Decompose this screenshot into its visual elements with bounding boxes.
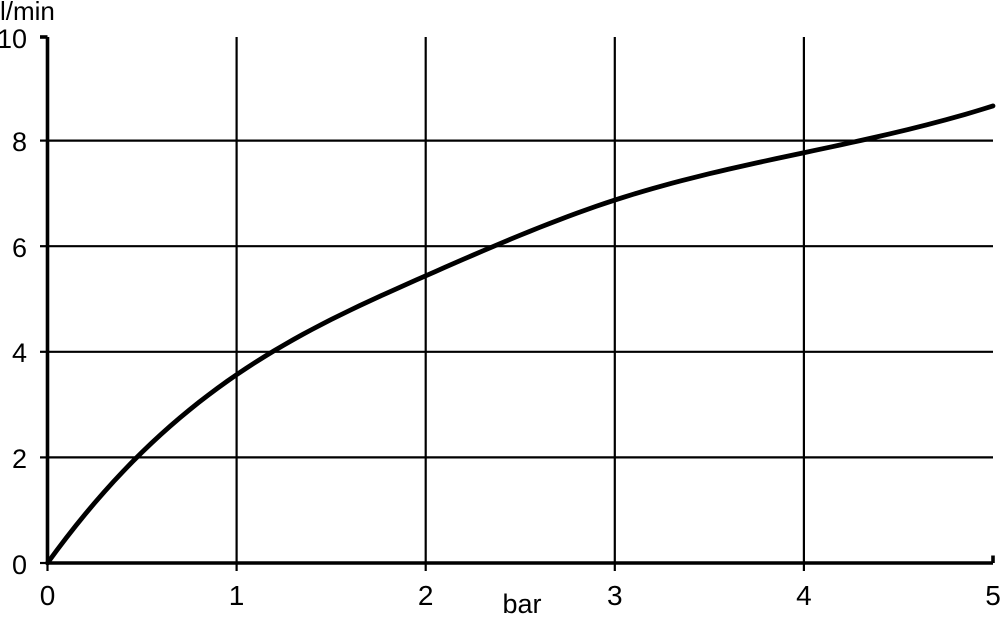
svg-text:1: 1 [229, 580, 245, 611]
svg-text:8: 8 [12, 127, 27, 157]
svg-text:10: 10 [0, 24, 27, 54]
svg-text:4: 4 [796, 580, 812, 611]
svg-text:4: 4 [12, 338, 27, 368]
svg-text:2: 2 [418, 580, 434, 611]
svg-text:5: 5 [985, 580, 1000, 611]
svg-text:0: 0 [40, 580, 56, 611]
svg-text:2: 2 [12, 444, 27, 474]
svg-text:bar: bar [502, 589, 541, 619]
svg-text:6: 6 [12, 233, 27, 263]
svg-text:l/min: l/min [0, 0, 55, 26]
svg-text:0: 0 [12, 550, 27, 580]
svg-text:3: 3 [607, 580, 623, 611]
